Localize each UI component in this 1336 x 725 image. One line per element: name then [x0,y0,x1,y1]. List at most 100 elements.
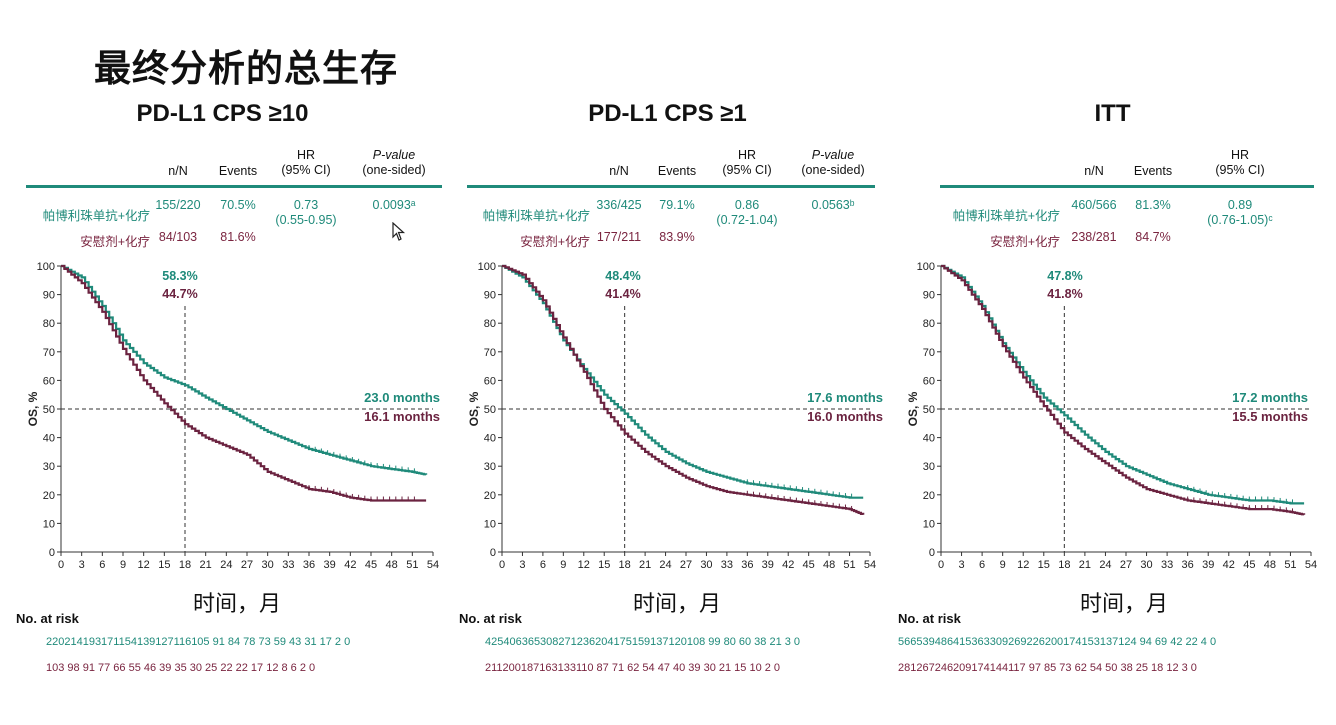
km-curve-pembro [502,264,864,499]
y-tick-label: 70 [43,347,55,359]
header-hr-line1: HR [1230,148,1250,162]
arm2-label: 安慰剂+化疗 [520,235,590,249]
header-p: P-value (one-sided) [349,148,439,178]
arm1-nN: 155/220 [155,198,201,212]
hr-point: 0.86 [734,198,760,212]
risk-row-arm2: 211200187163133110 87 71 62 54 47 40 39 … [485,662,781,674]
hr-value: 0.86 (0.72-1.04) [702,198,792,228]
hr-point: 0.73 [293,198,319,212]
risk-row-arm2: 103 98 91 77 66 55 46 39 35 30 25 22 22 … [46,662,316,674]
arm1-nN: 460/566 [1071,198,1117,212]
x-tick-label: 15 [598,559,610,571]
x-tick-label: 33 [721,559,733,571]
arm2-nN: 84/103 [158,230,198,244]
median-arm2: 16.0 months [807,409,883,424]
y-tick-label: 0 [49,547,55,559]
x-tick-label: 18 [619,559,631,571]
header-p-line1: P-value [372,148,416,162]
y-tick-label: 60 [923,375,935,387]
header-hr: HR (95% CI) [1200,148,1280,178]
y-tick-label: 30 [484,461,496,473]
header-events: Events [1133,164,1173,178]
x-tick-label: 12 [138,559,150,571]
y-tick-label: 20 [43,490,55,502]
arm2-label: 安慰剂+化疗 [80,235,150,249]
y-tick-label: 70 [484,347,496,359]
y-tick-label: 90 [923,290,935,302]
hr-ci: (0.76-1.05)ᶜ [1207,213,1273,227]
header-p: P-value (one-sided) [788,148,878,178]
x-tick-label: 30 [1140,559,1152,571]
y-axis-label: OS, % [906,391,920,426]
x-tick-label: 51 [406,559,418,571]
x-tick-label: 39 [324,559,336,571]
median-arm1: 17.2 months [1232,390,1308,405]
header-nN: n/N [609,164,629,178]
x-tick-label: 48 [1264,559,1276,571]
x-tick-label: 48 [386,559,398,571]
y-tick-label: 90 [484,290,496,302]
arm2-nN: 177/211 [596,230,642,244]
y-tick-label: 100 [478,261,496,273]
arm1-label: 帕博利珠单抗+化疗 [952,209,1060,223]
x-axis-label: 时间，月 [193,592,282,617]
x-tick-label: 30 [700,559,712,571]
y-tick-label: 50 [484,404,496,416]
header-hr-line2: (95% CI) [1215,163,1265,177]
y-tick-label: 80 [923,318,935,330]
risk-row-arm1: 220214193171154139127116105 91 84 78 73 … [46,636,351,648]
y-tick-label: 80 [484,318,496,330]
hr-value: 0.89 (0.76-1.05)ᶜ [1195,198,1285,228]
y-tick-label: 60 [484,375,496,387]
x-tick-label: 15 [158,559,170,571]
x-tick-label: 6 [979,559,985,571]
km-curve-pembro [61,264,428,476]
panel-title: PD-L1 CPS ≥10 [136,100,309,127]
y-tick-label: 90 [43,290,55,302]
panel-title: PD-L1 CPS ≥1 [588,100,747,127]
y-tick-label: 0 [929,547,935,559]
x-tick-label: 27 [1120,559,1132,571]
pct18-arm2: 41.4% [605,287,640,301]
x-tick-label: 18 [179,559,191,571]
header-nN: n/N [168,164,188,178]
arm1-events: 81.3% [1135,198,1171,212]
x-tick-label: 45 [803,559,815,571]
y-tick-label: 40 [43,433,55,445]
arm2-events: 83.9% [659,230,695,244]
arm2-events: 81.6% [220,230,256,244]
panel-itt: ITT n/N Events HR (95% CI) 帕博利珠单抗+化疗 460/566 81… [890,0,1335,725]
y-tick-label: 20 [923,490,935,502]
x-tick-label: 45 [1243,559,1255,571]
x-tick-label: 24 [1099,559,1111,571]
header-p-line2: (one-sided) [362,163,426,177]
x-tick-label: 9 [1000,559,1006,571]
median-arm1: 23.0 months [364,390,440,405]
x-tick-label: 51 [843,559,855,571]
x-tick-label: 42 [782,559,794,571]
y-tick-label: 50 [923,404,935,416]
arm1-label: 帕博利珠单抗+化疗 [482,209,590,223]
x-tick-label: 9 [560,559,566,571]
x-tick-label: 39 [762,559,774,571]
y-axis-label: OS, % [467,391,481,426]
mouse-cursor-icon [392,222,406,241]
risk-title: No. at risk [898,611,961,626]
x-tick-label: 12 [578,559,590,571]
risk-row-arm1: 425406365308271236204175159137120108 99 … [485,636,801,648]
header-hr-line1: HR [296,148,316,162]
x-tick-label: 54 [864,559,876,571]
arm1-label: 帕博利珠单抗+化疗 [42,209,150,223]
median-arm1: 17.6 months [807,390,883,405]
arm1-nN: 336/425 [596,198,642,212]
y-tick-label: 80 [43,318,55,330]
arm2-events: 84.7% [1135,230,1171,244]
risk-title: No. at risk [16,611,79,626]
table-rule [467,185,875,188]
header-hr-line2: (95% CI) [722,163,772,177]
header-hr: HR (95% CI) [266,148,346,178]
x-tick-label: 27 [680,559,692,571]
km-curve-pembro [941,264,1305,505]
p-value: 0.0093ᵃ [372,198,416,212]
x-axis-label: 时间，月 [1080,592,1169,617]
